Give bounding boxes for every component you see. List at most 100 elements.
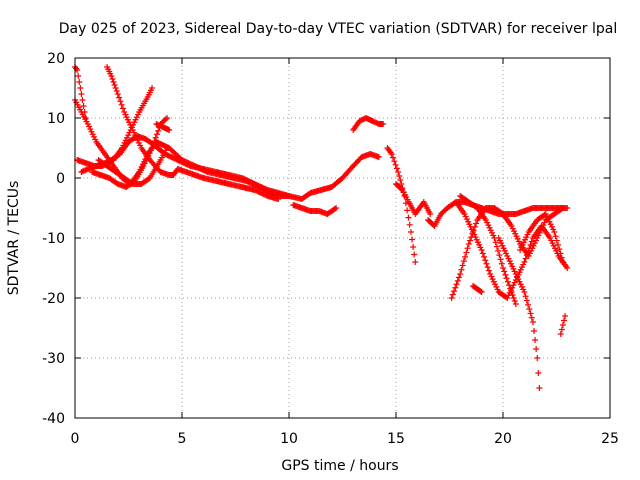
data-point bbox=[509, 292, 516, 298]
chart-title: Day 025 of 2023, Sidereal Day-to-day VTE… bbox=[59, 21, 617, 37]
data-point bbox=[151, 138, 158, 145]
y-tick-label: -10 bbox=[42, 231, 65, 247]
data-point bbox=[466, 237, 473, 244]
data-point bbox=[477, 288, 484, 295]
data-points bbox=[72, 64, 571, 391]
data-point bbox=[562, 313, 569, 319]
data-point bbox=[479, 250, 486, 257]
x-tick-label: 5 bbox=[178, 431, 187, 447]
data-point bbox=[453, 281, 460, 288]
data-point bbox=[493, 243, 500, 250]
data-point bbox=[75, 73, 82, 79]
data-point bbox=[407, 229, 414, 235]
data-point bbox=[81, 109, 88, 115]
data-point bbox=[526, 245, 533, 252]
data-point bbox=[557, 250, 564, 257]
data-point bbox=[116, 94, 123, 101]
data-point bbox=[76, 79, 83, 85]
data-point bbox=[511, 298, 518, 304]
data-point bbox=[512, 301, 519, 307]
data-point bbox=[405, 214, 412, 221]
data-point bbox=[78, 91, 85, 97]
data-point bbox=[464, 245, 471, 252]
x-tick-label: 15 bbox=[387, 431, 405, 447]
data-point bbox=[510, 295, 517, 301]
data-point bbox=[529, 319, 536, 325]
series-arc18 bbox=[470, 283, 485, 295]
data-point bbox=[119, 105, 126, 112]
data-point bbox=[112, 85, 119, 91]
data-point bbox=[388, 151, 395, 157]
data-point bbox=[525, 248, 532, 255]
data-point bbox=[149, 85, 156, 91]
data-point bbox=[535, 370, 542, 376]
data-point bbox=[508, 289, 515, 295]
series-arc10 bbox=[290, 202, 340, 217]
data-point bbox=[80, 103, 87, 109]
data-point bbox=[398, 186, 405, 192]
data-point bbox=[77, 85, 84, 91]
series-arc15 bbox=[448, 205, 566, 301]
series-arc9 bbox=[286, 151, 382, 202]
data-point bbox=[114, 91, 121, 97]
data-point bbox=[523, 297, 530, 304]
data-point bbox=[153, 131, 160, 138]
data-point bbox=[506, 282, 513, 289]
x-tick-label: 10 bbox=[280, 431, 298, 447]
data-point bbox=[79, 97, 86, 103]
data-point bbox=[164, 115, 171, 121]
data-point bbox=[498, 260, 505, 267]
data-point bbox=[149, 145, 156, 151]
series-arc21 bbox=[557, 313, 569, 337]
y-tick-label: 0 bbox=[56, 171, 65, 187]
data-point bbox=[460, 258, 467, 265]
data-point bbox=[485, 267, 492, 274]
data-point bbox=[556, 246, 563, 253]
data-point bbox=[412, 259, 419, 265]
data-point bbox=[559, 322, 566, 328]
data-point bbox=[531, 328, 538, 334]
data-point bbox=[463, 249, 470, 256]
data-point bbox=[501, 268, 508, 275]
x-tick-label: 20 bbox=[494, 431, 512, 447]
data-point bbox=[155, 127, 162, 134]
x-axis-label: GPS time / hours bbox=[281, 458, 398, 474]
data-point bbox=[152, 134, 159, 141]
data-point bbox=[527, 241, 534, 248]
data-point bbox=[166, 127, 173, 133]
data-point bbox=[427, 211, 434, 217]
data-point bbox=[559, 205, 566, 211]
data-point bbox=[392, 161, 399, 168]
data-point bbox=[553, 237, 560, 244]
data-point bbox=[331, 205, 338, 212]
data-point bbox=[275, 196, 282, 202]
data-point bbox=[375, 154, 382, 160]
data-point bbox=[564, 265, 571, 271]
data-point bbox=[391, 158, 398, 165]
data-point bbox=[396, 173, 403, 179]
data-point bbox=[558, 205, 565, 212]
y-axis-label: SDTVAR / TECUs bbox=[6, 181, 22, 296]
data-point bbox=[457, 271, 464, 277]
data-point bbox=[503, 275, 510, 282]
data-point bbox=[558, 326, 565, 333]
data-point bbox=[118, 101, 125, 108]
series-arc12 bbox=[384, 145, 419, 265]
data-point bbox=[534, 355, 541, 361]
data-point bbox=[497, 256, 504, 263]
data-point bbox=[551, 229, 558, 235]
data-point bbox=[559, 259, 566, 265]
series-arc17 bbox=[457, 193, 519, 307]
data-point bbox=[482, 257, 489, 264]
data-point bbox=[492, 239, 499, 246]
data-point bbox=[473, 220, 480, 227]
data-point bbox=[411, 251, 418, 258]
data-point bbox=[528, 314, 535, 321]
data-point bbox=[393, 165, 400, 172]
data-point bbox=[409, 236, 416, 243]
data-point bbox=[522, 255, 529, 262]
data-point bbox=[500, 265, 506, 271]
series-arc4 bbox=[104, 64, 282, 202]
data-point bbox=[481, 253, 488, 260]
